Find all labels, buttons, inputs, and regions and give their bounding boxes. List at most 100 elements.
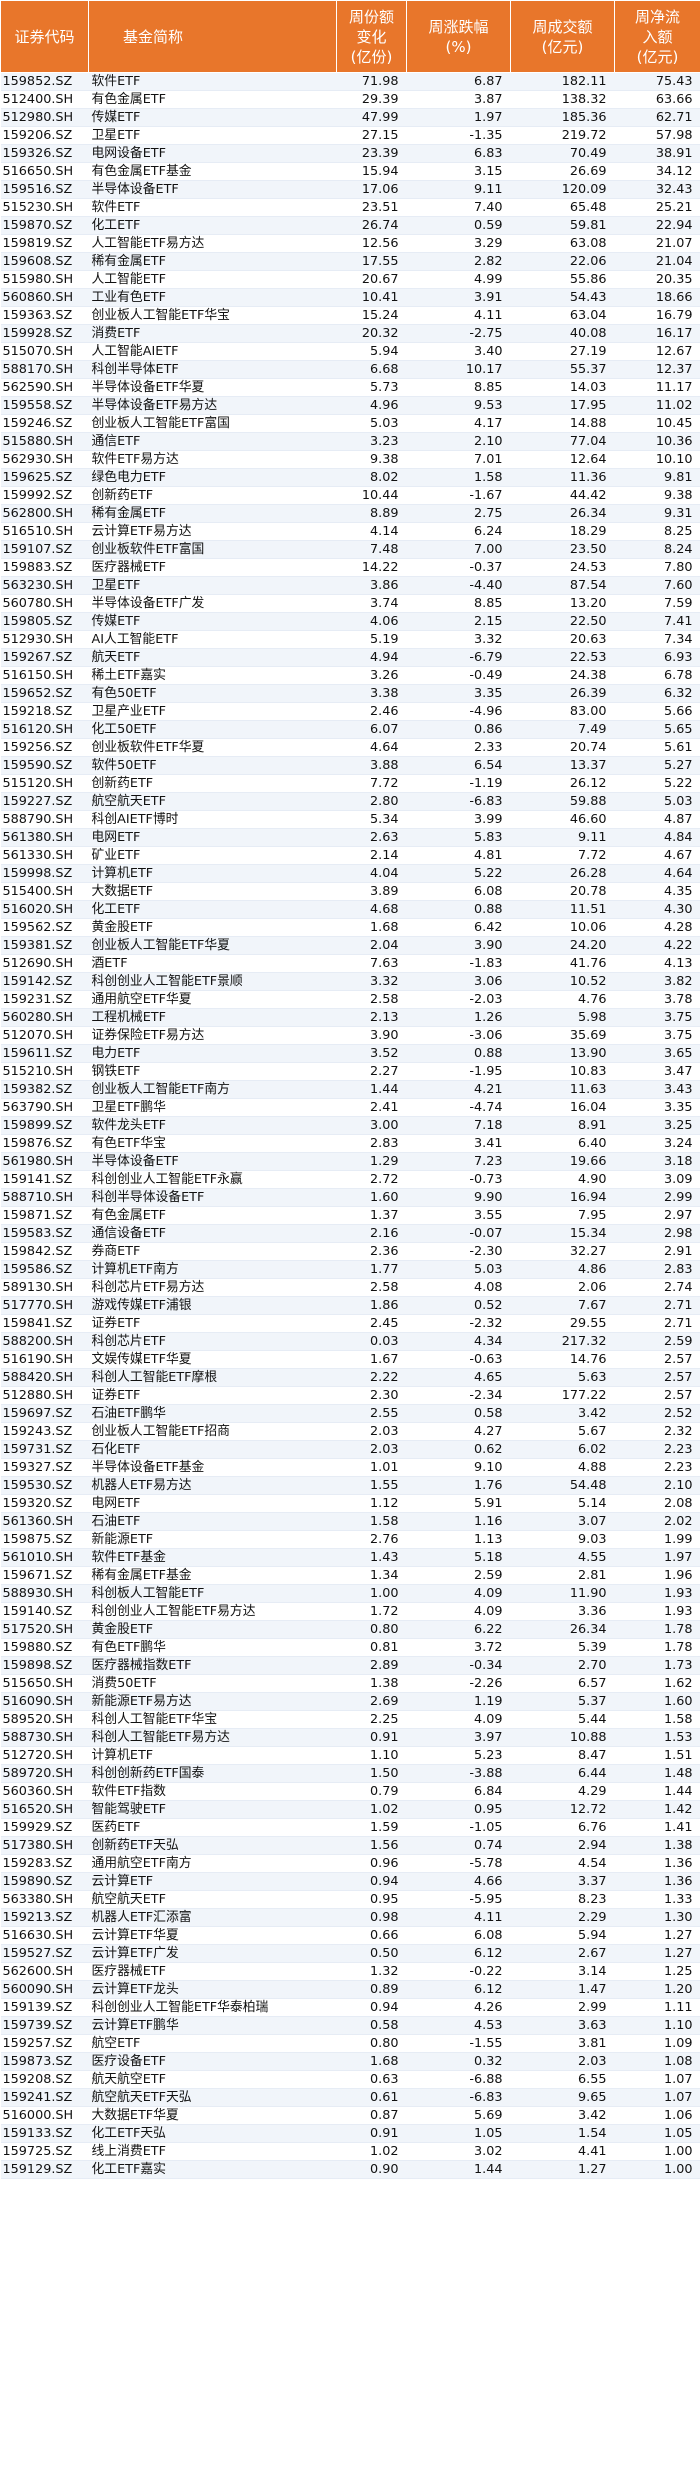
cell-fund-name: 软件ETF <box>88 72 337 91</box>
table-row: 159852.SZ 软件ETF 71.98 6.87 182.11 75.43 <box>0 72 700 91</box>
table-row: 159381.SZ 创业板人工智能ETF华夏 2.04 3.90 24.20 4.22 <box>0 936 700 955</box>
cell-weekly-pct-change: -1.05 <box>406 1818 511 1837</box>
cell-weekly-pct-change: 0.86 <box>406 720 511 739</box>
cell-weekly-turnover: 177.22 <box>510 1386 615 1405</box>
table-row: 561980.SH 半导体设备ETF 1.29 7.23 19.66 3.18 <box>0 1152 700 1171</box>
table-row: 159590.SZ 软件50ETF 3.88 6.54 13.37 5.27 <box>0 756 700 775</box>
cell-fund-name: 创业板人工智能ETF华宝 <box>88 306 337 325</box>
table-row: 159527.SZ 云计算ETF广发 0.50 6.12 2.67 1.27 <box>0 1944 700 1963</box>
cell-fund-name: 大数据ETF华夏 <box>88 2106 337 2125</box>
cell-fund-name: 有色ETF华宝 <box>88 1134 337 1153</box>
cell-weekly-pct-change: 5.18 <box>406 1548 511 1567</box>
cell-security-code: 159267.SZ <box>0 648 89 667</box>
cell-weekly-pct-change: 3.35 <box>406 684 511 703</box>
cell-weekly-pct-change: 5.69 <box>406 2106 511 2125</box>
cell-fund-name: 科创芯片ETF <box>88 1332 337 1351</box>
cell-fund-name: 医疗器械ETF <box>88 558 337 577</box>
cell-fund-name: 通信ETF <box>88 432 337 451</box>
cell-weekly-turnover: 55.86 <box>510 270 615 289</box>
cell-security-code: 159731.SZ <box>0 1440 89 1459</box>
cell-weekly-share-change: 2.13 <box>336 1008 407 1027</box>
cell-security-code: 512980.SH <box>0 108 89 127</box>
table-row: 517380.SH 创新药ETF天弘 1.56 0.74 2.94 1.38 <box>0 1836 700 1855</box>
cell-weekly-turnover: 44.42 <box>510 486 615 505</box>
cell-weekly-pct-change: 7.23 <box>406 1152 511 1171</box>
cell-weekly-pct-change: 3.72 <box>406 1638 511 1657</box>
cell-weekly-turnover: 9.03 <box>510 1530 615 1549</box>
cell-weekly-net-inflow: 1.93 <box>614 1602 700 1621</box>
cell-weekly-turnover: 8.91 <box>510 1116 615 1135</box>
cell-weekly-turnover: 63.08 <box>510 234 615 253</box>
cell-weekly-share-change: 29.39 <box>336 90 407 109</box>
cell-weekly-share-change: 3.52 <box>336 1044 407 1063</box>
table-row: 589130.SH 科创芯片ETF易方达 2.58 4.08 2.06 2.74 <box>0 1278 700 1297</box>
table-row: 159206.SZ 卫星ETF 27.15 -1.35 219.72 57.98 <box>0 126 700 145</box>
cell-weekly-share-change: 12.56 <box>336 234 407 253</box>
cell-weekly-share-change: 1.02 <box>336 1800 407 1819</box>
cell-weekly-net-inflow: 1.10 <box>614 2016 700 2035</box>
cell-security-code: 159140.SZ <box>0 1602 89 1621</box>
cell-weekly-net-inflow: 2.98 <box>614 1224 700 1243</box>
header-weekly-pct-change: 周涨跌幅 (%) <box>406 0 511 73</box>
cell-weekly-turnover: 7.72 <box>510 846 615 865</box>
table-row: 159227.SZ 航空航天ETF 2.80 -6.83 59.88 5.03 <box>0 792 700 811</box>
cell-weekly-share-change: 2.45 <box>336 1314 407 1333</box>
table-row: 159842.SZ 券商ETF 2.36 -2.30 32.27 2.91 <box>0 1242 700 1261</box>
table-row: 159883.SZ 医疗器械ETF 14.22 -0.37 24.53 7.80 <box>0 558 700 577</box>
cell-security-code: 159527.SZ <box>0 1944 89 1963</box>
cell-security-code: 512070.SH <box>0 1026 89 1045</box>
table-row: 159256.SZ 创业板软件ETF华夏 4.64 2.33 20.74 5.61 <box>0 738 700 757</box>
cell-weekly-pct-change: 3.06 <box>406 972 511 991</box>
cell-fund-name: 游戏传媒ETF浦银 <box>88 1296 337 1315</box>
cell-weekly-turnover: 26.69 <box>510 162 615 181</box>
table-row: 159516.SZ 半导体设备ETF 17.06 9.11 120.09 32.43 <box>0 180 700 199</box>
cell-weekly-net-inflow: 22.94 <box>614 216 700 235</box>
table-row: 159213.SZ 机器人ETF汇添富 0.98 4.11 2.29 1.30 <box>0 1908 700 1927</box>
cell-weekly-turnover: 5.37 <box>510 1692 615 1711</box>
table-row: 562590.SH 半导体设备ETF华夏 5.73 8.85 14.03 11.17 <box>0 378 700 397</box>
cell-weekly-pct-change: 6.87 <box>406 72 511 91</box>
table-row: 515210.SH 钢铁ETF 2.27 -1.95 10.83 3.47 <box>0 1062 700 1081</box>
cell-weekly-share-change: 0.81 <box>336 1638 407 1657</box>
cell-weekly-net-inflow: 1.05 <box>614 2124 700 2143</box>
cell-security-code: 159129.SZ <box>0 2160 89 2179</box>
cell-weekly-pct-change: -6.83 <box>406 2088 511 2107</box>
cell-weekly-turnover: 182.11 <box>510 72 615 91</box>
cell-security-code: 517520.SH <box>0 1620 89 1639</box>
cell-weekly-net-inflow: 1.11 <box>614 1998 700 2017</box>
cell-weekly-share-change: 23.39 <box>336 144 407 163</box>
cell-weekly-pct-change: 6.08 <box>406 882 511 901</box>
cell-weekly-turnover: 2.06 <box>510 1278 615 1297</box>
cell-weekly-turnover: 4.86 <box>510 1260 615 1279</box>
cell-weekly-turnover: 8.23 <box>510 1890 615 1909</box>
cell-fund-name: 黄金股ETF <box>88 918 337 937</box>
cell-weekly-pct-change: 0.32 <box>406 2052 511 2071</box>
cell-weekly-pct-change: 6.83 <box>406 144 511 163</box>
cell-weekly-pct-change: -1.95 <box>406 1062 511 1081</box>
cell-weekly-net-inflow: 7.60 <box>614 576 700 595</box>
cell-security-code: 159516.SZ <box>0 180 89 199</box>
cell-fund-name: 云计算ETF <box>88 1872 337 1891</box>
cell-weekly-turnover: 5.14 <box>510 1494 615 1513</box>
cell-weekly-pct-change: 4.26 <box>406 1998 511 2017</box>
cell-weekly-share-change: 10.41 <box>336 288 407 307</box>
cell-security-code: 517770.SH <box>0 1296 89 1315</box>
table-row: 159671.SZ 稀有金属ETF基金 1.34 2.59 2.81 1.96 <box>0 1566 700 1585</box>
cell-weekly-share-change: 27.15 <box>336 126 407 145</box>
cell-fund-name: 软件ETF <box>88 198 337 217</box>
cell-weekly-pct-change: 1.97 <box>406 108 511 127</box>
cell-weekly-share-change: 17.06 <box>336 180 407 199</box>
cell-fund-name: 云计算ETF龙头 <box>88 1980 337 1999</box>
cell-security-code: 159257.SZ <box>0 2034 89 2053</box>
cell-fund-name: 半导体设备ETF广发 <box>88 594 337 613</box>
cell-weekly-pct-change: 3.15 <box>406 162 511 181</box>
table-row: 159998.SZ 计算机ETF 4.04 5.22 26.28 4.64 <box>0 864 700 883</box>
table-row: 515980.SH 人工智能ETF 20.67 4.99 55.86 20.35 <box>0 270 700 289</box>
cell-weekly-share-change: 1.44 <box>336 1080 407 1099</box>
cell-weekly-turnover: 14.88 <box>510 414 615 433</box>
cell-security-code: 159697.SZ <box>0 1404 89 1423</box>
cell-weekly-turnover: 10.52 <box>510 972 615 991</box>
cell-security-code: 159382.SZ <box>0 1080 89 1099</box>
cell-weekly-turnover: 3.63 <box>510 2016 615 2035</box>
cell-weekly-share-change: 0.80 <box>336 1620 407 1639</box>
